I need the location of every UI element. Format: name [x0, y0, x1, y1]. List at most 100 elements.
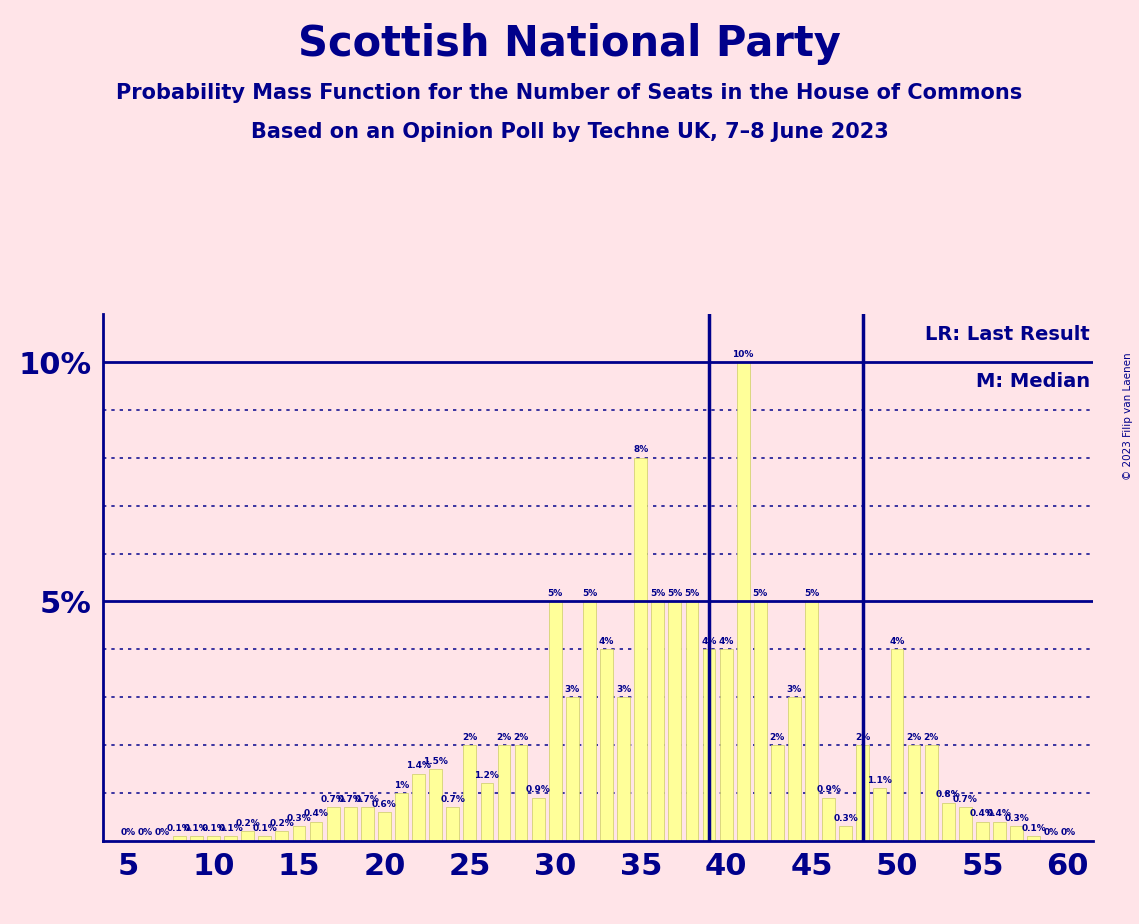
Text: 5%: 5% — [582, 590, 597, 598]
Bar — [464, 745, 476, 841]
Text: 2%: 2% — [907, 733, 921, 742]
Text: 1.5%: 1.5% — [424, 757, 448, 766]
Text: M: Median: M: Median — [976, 372, 1090, 391]
Bar — [1027, 836, 1040, 841]
Bar — [207, 836, 220, 841]
Bar — [481, 784, 493, 841]
Bar — [925, 745, 937, 841]
Bar — [788, 698, 801, 841]
Text: 4%: 4% — [719, 637, 734, 646]
Text: Scottish National Party: Scottish National Party — [298, 23, 841, 65]
Text: 0.1%: 0.1% — [253, 823, 277, 833]
Text: 0.4%: 0.4% — [970, 809, 994, 819]
Bar — [276, 832, 288, 841]
Bar — [344, 808, 357, 841]
Bar — [942, 803, 954, 841]
Bar — [259, 836, 271, 841]
Text: 2%: 2% — [514, 733, 528, 742]
Bar — [515, 745, 527, 841]
Bar — [532, 797, 544, 841]
Text: 8%: 8% — [633, 445, 648, 455]
Bar — [737, 362, 749, 841]
Text: 0.3%: 0.3% — [834, 814, 858, 823]
Bar — [891, 650, 903, 841]
Text: 0.3%: 0.3% — [287, 814, 311, 823]
Bar — [703, 650, 715, 841]
Text: LR: Last Result: LR: Last Result — [925, 324, 1090, 344]
Text: 0.3%: 0.3% — [1005, 814, 1029, 823]
Text: 4%: 4% — [890, 637, 904, 646]
Text: 5%: 5% — [667, 590, 682, 598]
Text: 0.1%: 0.1% — [219, 823, 243, 833]
Bar — [652, 602, 664, 841]
Bar — [310, 821, 322, 841]
Bar — [686, 602, 698, 841]
Text: 0.7%: 0.7% — [321, 795, 345, 804]
Text: 0.1%: 0.1% — [185, 823, 208, 833]
Text: 0.7%: 0.7% — [355, 795, 379, 804]
Text: 0.6%: 0.6% — [372, 800, 396, 808]
Bar — [361, 808, 374, 841]
Bar — [173, 836, 186, 841]
Bar — [634, 457, 647, 841]
Text: 3%: 3% — [616, 685, 631, 694]
Bar — [805, 602, 818, 841]
Text: 5%: 5% — [685, 590, 699, 598]
Text: 1.1%: 1.1% — [868, 776, 892, 784]
Bar — [446, 808, 459, 841]
Text: 0.4%: 0.4% — [304, 809, 328, 819]
Bar — [566, 698, 579, 841]
Text: 0.7%: 0.7% — [441, 795, 465, 804]
Bar — [549, 602, 562, 841]
Bar — [822, 797, 835, 841]
Text: 5%: 5% — [548, 590, 563, 598]
Bar — [600, 650, 613, 841]
Bar — [429, 769, 442, 841]
Text: 0%: 0% — [1043, 829, 1058, 837]
Text: 0.1%: 0.1% — [167, 823, 191, 833]
Text: 0.8%: 0.8% — [936, 790, 960, 799]
Bar — [412, 773, 425, 841]
Text: 0.1%: 0.1% — [1022, 823, 1046, 833]
Text: 0%: 0% — [121, 829, 136, 837]
Text: Probability Mass Function for the Number of Seats in the House of Commons: Probability Mass Function for the Number… — [116, 83, 1023, 103]
Text: 2%: 2% — [770, 733, 785, 742]
Text: © 2023 Filip van Laenen: © 2023 Filip van Laenen — [1123, 352, 1133, 480]
Text: 4%: 4% — [702, 637, 716, 646]
Bar — [395, 793, 408, 841]
Bar — [720, 650, 732, 841]
Bar — [293, 826, 305, 841]
Text: 0.4%: 0.4% — [988, 809, 1011, 819]
Bar — [583, 602, 596, 841]
Text: 2%: 2% — [497, 733, 511, 742]
Bar — [993, 821, 1006, 841]
Text: 0.7%: 0.7% — [338, 795, 362, 804]
Text: 10%: 10% — [732, 349, 754, 359]
Bar — [976, 821, 989, 841]
Text: 1%: 1% — [394, 781, 409, 790]
Bar — [241, 832, 254, 841]
Text: 5%: 5% — [650, 590, 665, 598]
Bar — [771, 745, 784, 841]
Bar — [839, 826, 852, 841]
Text: 0.9%: 0.9% — [526, 785, 550, 795]
Text: 0.2%: 0.2% — [270, 819, 294, 828]
Text: 5%: 5% — [753, 590, 768, 598]
Bar — [874, 788, 886, 841]
Bar — [908, 745, 920, 841]
Bar — [498, 745, 510, 841]
Text: 0.9%: 0.9% — [817, 785, 841, 795]
Text: 3%: 3% — [565, 685, 580, 694]
Bar — [1010, 826, 1023, 841]
Bar — [224, 836, 237, 841]
Text: 1.4%: 1.4% — [407, 761, 431, 771]
Text: 2%: 2% — [855, 733, 870, 742]
Bar — [669, 602, 681, 841]
Text: 0.7%: 0.7% — [953, 795, 977, 804]
Text: 2%: 2% — [462, 733, 477, 742]
Bar — [327, 808, 339, 841]
Text: 0.1%: 0.1% — [202, 823, 226, 833]
Bar — [378, 812, 391, 841]
Text: 0%: 0% — [1060, 829, 1075, 837]
Bar — [754, 602, 767, 841]
